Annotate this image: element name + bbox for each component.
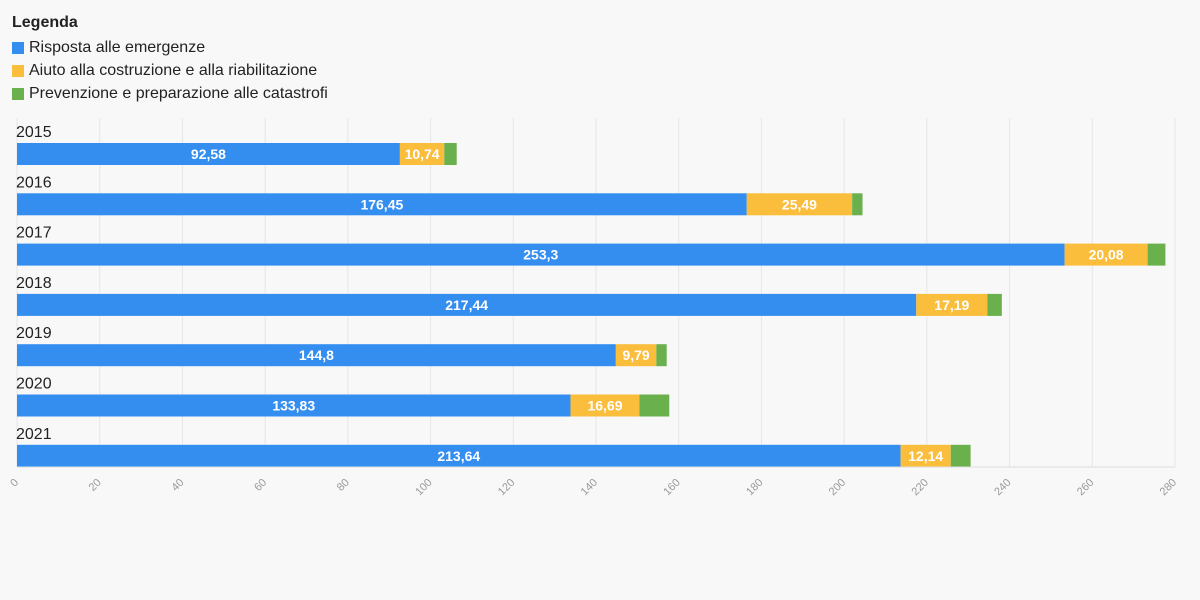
bar-segment [1064,243,1148,266]
bar-value-label: 16,69 [587,398,622,414]
legend-swatch-reconstruction [12,64,24,77]
bar-segment [17,293,917,316]
bars-layer [17,143,1166,467]
bar-segment [615,344,657,367]
legend-label-prevention: Prevenzione e preparazione alle catastro… [29,84,328,102]
legend-swatch-emergency [12,41,24,54]
legend-item-reconstruction: Aiuto alla costruzione e alla riabilitaz… [12,59,328,82]
bar-value-label: 25,49 [782,196,817,212]
legend-label-reconstruction: Aiuto alla costruzione e alla riabilitaz… [29,61,318,79]
x-tick-label: 240 [992,477,1013,498]
bar-segment [1147,243,1166,266]
legend-label-emergency: Risposta alle emergenze [29,38,206,56]
bar-segment [17,444,901,467]
bar-value-label: 133,83 [272,398,315,414]
category-label: 2017 [16,225,52,242]
bar-segment [916,293,988,316]
x-tick-label: 260 [1075,477,1096,498]
labels-layer: 2015 92,58 10,74 2016 176,45 25,49 2017 253,3 20… [16,124,1124,464]
bar-segment [17,143,400,165]
bar-segment [950,444,971,467]
category-label: 2015 [16,124,52,141]
x-tick-label: 20 [87,477,104,494]
bar-segment [656,344,667,367]
bar-segment [17,193,747,216]
category-label: 2018 [16,275,52,292]
bar-value-label: 12,14 [908,448,943,464]
x-tick-label: 280 [1158,477,1179,498]
x-tick-label: 200 [827,477,848,498]
x-axis: 0 20 40 60 80 100 120 140 160 180 200 220 240 260 280 [8,466,1179,498]
x-tick-label: 140 [579,477,600,498]
legend-item-prevention: Prevenzione e preparazione alle catastro… [12,82,328,105]
category-label: 2016 [16,174,52,191]
x-tick-label: 220 [910,477,931,498]
bar-segment [746,193,853,216]
x-tick-label: 100 [413,477,434,498]
bar-value-label: 176,45 [360,196,403,212]
legend-title: Legenda [12,14,78,31]
bar-segment [399,143,445,165]
x-tick-label: 160 [661,477,682,498]
bar-value-label: 217,44 [445,297,488,313]
bar-segment [17,344,616,367]
x-tick-label: 40 [169,477,186,494]
x-tick-label: 180 [744,477,765,498]
bar-value-label: 144,8 [299,347,334,363]
bar-segment [987,293,1002,316]
bar-value-label: 17,19 [934,297,969,313]
legend: Legenda Risposta alle emergenze Aiuto al… [12,12,328,105]
bar-segment [852,193,863,216]
x-tick-label: 120 [496,477,517,498]
bar-value-label: 213,64 [437,448,480,464]
x-tick-label: 0 [8,477,21,490]
bar-segment [17,394,571,417]
bar-segment [900,444,951,467]
category-label: 2021 [16,426,52,443]
category-label: 2019 [16,325,52,342]
bar-value-label: 92,58 [191,146,226,162]
x-tick-label: 80 [335,477,352,494]
bar-segment [444,143,457,165]
bar-segment [570,394,640,417]
bar-segment [639,394,670,417]
bar-value-label: 9,79 [622,347,649,363]
bar-value-label: 253,3 [523,247,558,263]
legend-swatch-prevention [12,87,24,100]
x-tick-label: 60 [252,477,269,494]
bar-segment [17,243,1065,266]
bar-value-label: 20,08 [1089,247,1124,263]
bar-value-label: 10,74 [405,146,440,162]
category-label: 2020 [16,376,52,393]
legend-item-emergency: Risposta alle emergenze [12,36,328,59]
